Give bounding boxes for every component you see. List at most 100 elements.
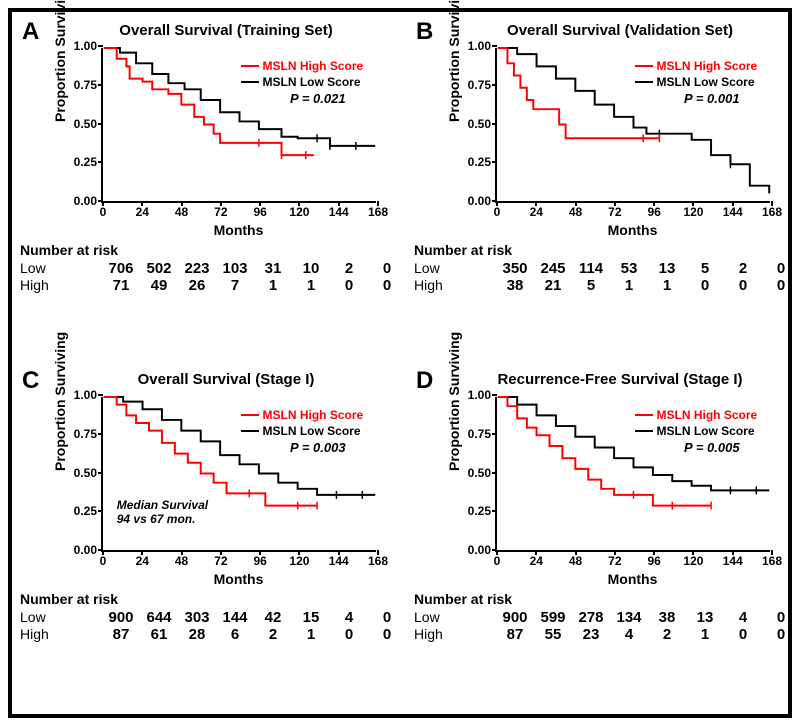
legend-swatch-low	[635, 81, 653, 83]
risk-row-low-cells: 706502223103311020	[102, 260, 406, 277]
plot-box: 0.000.250.500.751.00024487296120144168MS…	[495, 397, 770, 552]
legend-label-high: MSLN High Score	[657, 408, 758, 422]
risk-cell: 13	[686, 609, 724, 626]
x-tick-mark	[732, 550, 734, 555]
risk-cell: 223	[178, 260, 216, 277]
x-tick-mark	[259, 550, 261, 555]
risk-cell: 21	[534, 277, 572, 294]
legend-item-high: MSLN High Score	[635, 408, 758, 422]
risk-cell: 55	[534, 626, 572, 643]
x-tick-mark	[496, 550, 498, 555]
risk-cell: 71	[102, 277, 140, 294]
risk-cell: 144	[216, 609, 254, 626]
legend: MSLN High ScoreMSLN Low Score	[241, 59, 364, 91]
risk-cell: 2	[648, 626, 686, 643]
legend-swatch-high	[635, 65, 653, 67]
y-tick-mark	[492, 394, 497, 396]
x-tick-mark	[732, 201, 734, 206]
risk-cell: 278	[572, 609, 610, 626]
panel-letter: D	[416, 367, 433, 395]
x-tick-mark	[220, 201, 222, 206]
p-value: P = 0.021	[290, 91, 346, 106]
risk-row-high-cells: 71492671100	[102, 277, 406, 294]
risk-table-title: Number at risk	[20, 242, 406, 258]
risk-cell: 61	[140, 626, 178, 643]
panel-letter: C	[22, 367, 39, 395]
risk-row-low: Low706502223103311020	[20, 260, 406, 277]
panel-C: COverall Survival (Stage I)Proportion Su…	[16, 367, 406, 712]
risk-table-title: Number at risk	[414, 242, 800, 258]
x-axis-label: Months	[101, 222, 376, 238]
x-tick-mark	[535, 201, 537, 206]
risk-cell: 0	[762, 609, 800, 626]
risk-cell: 0	[368, 260, 406, 277]
y-axis-label: Proportion Surviving	[52, 0, 68, 122]
number-at-risk-table: Number at riskLow900644303144421540High8…	[20, 591, 406, 643]
y-tick-mark	[492, 45, 497, 47]
x-tick-mark	[102, 201, 104, 206]
x-tick-mark	[692, 550, 694, 555]
legend-item-high: MSLN High Score	[241, 408, 364, 422]
chart-title: Overall Survival (Stage I)	[46, 371, 406, 388]
risk-cell: 87	[102, 626, 140, 643]
x-tick-mark	[141, 550, 143, 555]
risk-cell: 1	[610, 277, 648, 294]
risk-cell: 1	[292, 277, 330, 294]
risk-row-low: Low900599278134381340	[414, 609, 800, 626]
x-tick-mark	[259, 201, 261, 206]
risk-row-high-cells: 87552342100	[496, 626, 800, 643]
x-tick-mark	[338, 550, 340, 555]
median-survival-annotation: Median Survival94 vs 67 mon.	[117, 498, 208, 526]
risk-cell: 42	[254, 609, 292, 626]
y-axis-label: Proportion Surviving	[446, 0, 462, 122]
x-tick-mark	[102, 550, 104, 555]
x-tick-mark	[575, 201, 577, 206]
x-tick-mark	[220, 550, 222, 555]
chart-area: Overall Survival (Stage I)Proportion Sur…	[46, 371, 406, 591]
risk-row-high-label: High	[414, 277, 462, 293]
risk-cell: 2	[330, 260, 368, 277]
risk-cell: 7	[216, 277, 254, 294]
p-value: P = 0.001	[684, 91, 740, 106]
p-value: P = 0.003	[290, 440, 346, 455]
risk-cell: 38	[496, 277, 534, 294]
risk-row-high-label: High	[414, 626, 462, 642]
legend-swatch-low	[241, 430, 259, 432]
number-at-risk-table: Number at riskLow3502451145313520High382…	[414, 242, 800, 294]
risk-cell: 599	[534, 609, 572, 626]
risk-row-high: High87552342100	[414, 626, 800, 643]
risk-cell: 134	[610, 609, 648, 626]
risk-cell: 4	[610, 626, 648, 643]
legend-item-low: MSLN Low Score	[635, 424, 758, 438]
risk-row-high-label: High	[20, 277, 68, 293]
risk-row-low-cells: 3502451145313520	[496, 260, 800, 277]
legend-swatch-high	[241, 65, 259, 67]
risk-cell: 706	[102, 260, 140, 277]
risk-cell: 114	[572, 260, 610, 277]
x-tick-mark	[338, 201, 340, 206]
risk-cell: 303	[178, 609, 216, 626]
legend-swatch-high	[241, 414, 259, 416]
risk-cell: 0	[330, 277, 368, 294]
risk-row-low-label: Low	[414, 609, 462, 625]
risk-cell: 0	[762, 626, 800, 643]
legend-label-low: MSLN Low Score	[657, 424, 755, 438]
figure-frame: AOverall Survival (Training Set)Proporti…	[8, 8, 792, 718]
panel-A: AOverall Survival (Training Set)Proporti…	[16, 18, 406, 363]
plot-box: 0.000.250.500.751.00024487296120144168MS…	[101, 397, 376, 552]
legend-item-low: MSLN Low Score	[241, 424, 364, 438]
legend-label-high: MSLN High Score	[263, 408, 364, 422]
risk-row-high: High87612862100	[20, 626, 406, 643]
risk-cell: 350	[496, 260, 534, 277]
panel-letter: B	[416, 18, 433, 46]
legend: MSLN High ScoreMSLN Low Score	[635, 59, 758, 91]
legend-label-low: MSLN Low Score	[263, 75, 361, 89]
risk-cell: 31	[254, 260, 292, 277]
x-tick-mark	[771, 201, 773, 206]
risk-cell: 1	[254, 277, 292, 294]
risk-cell: 15	[292, 609, 330, 626]
risk-cell: 0	[724, 277, 762, 294]
risk-cell: 0	[368, 277, 406, 294]
risk-cell: 0	[724, 626, 762, 643]
risk-cell: 1	[292, 626, 330, 643]
